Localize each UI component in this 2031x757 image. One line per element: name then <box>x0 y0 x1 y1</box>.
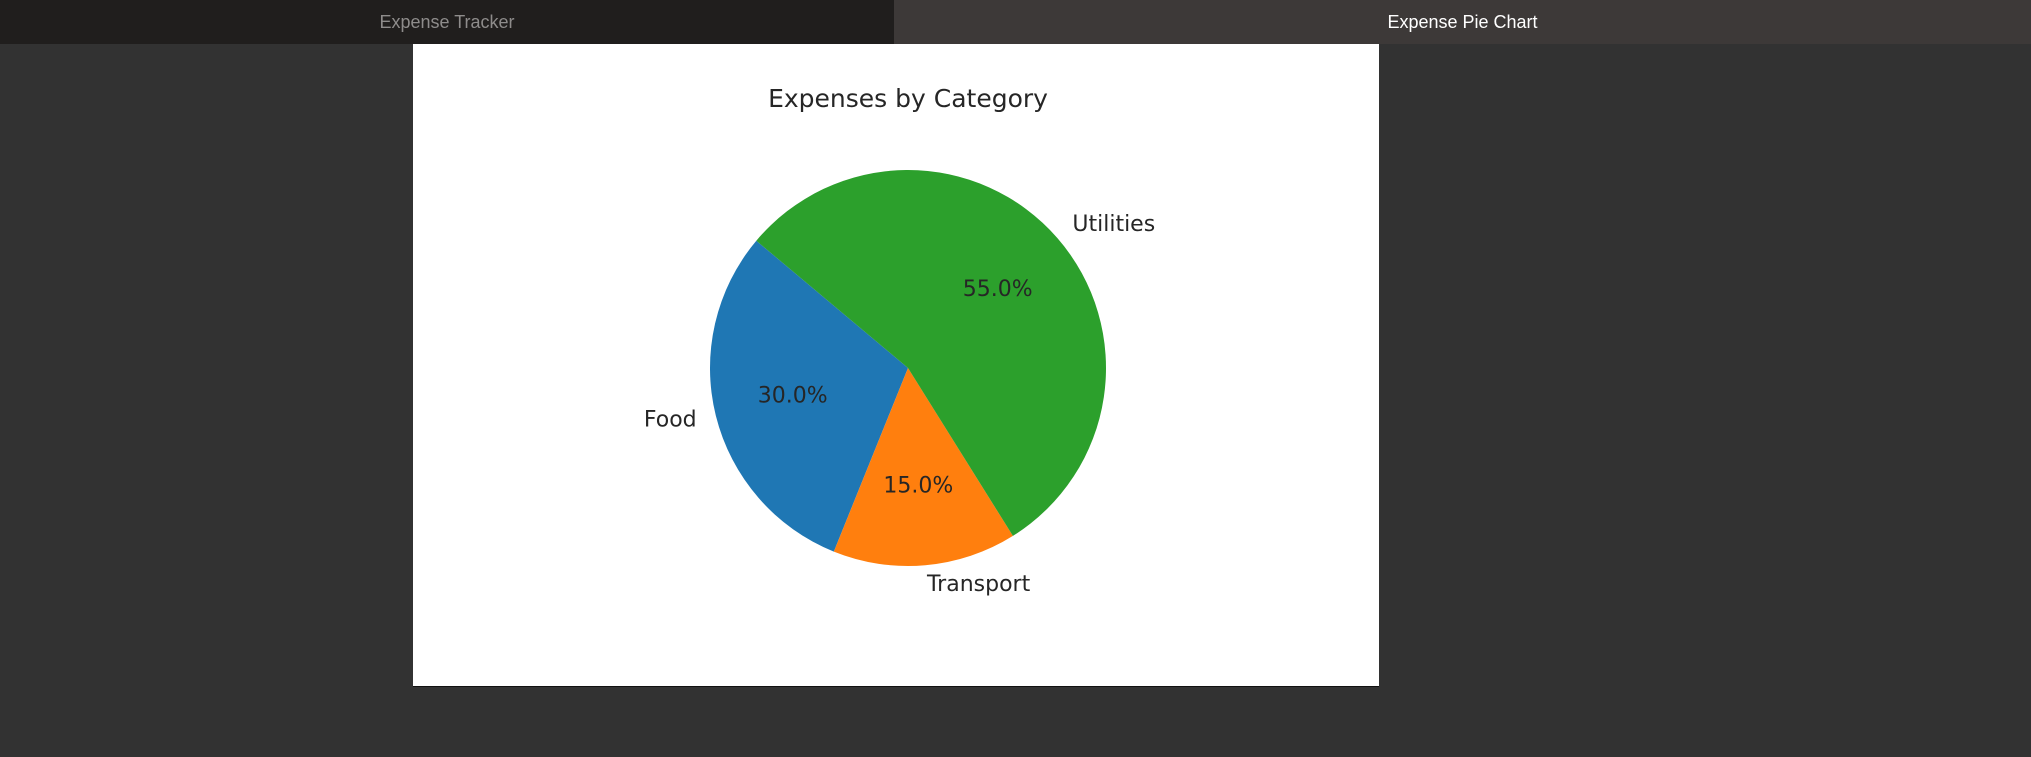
pie-slice-transport <box>833 368 1013 566</box>
pie-label-utilities: Utilities <box>1072 212 1155 237</box>
pie-label-transport: Transport <box>926 572 1031 597</box>
tab-expense-pie-chart-label: Expense Pie Chart <box>1387 11 1538 32</box>
tab-bar: Expense Tracker Expense Pie Chart <box>0 0 2031 44</box>
tab-expense-tracker-label: Expense Tracker <box>379 11 515 32</box>
tab-expense-pie-chart[interactable]: Expense Pie Chart <box>894 0 2031 44</box>
pie-chart: Expenses by Category Food 30.0% Transport 1… <box>644 84 1155 597</box>
chart-figure: Expenses by Category Food 30.0% Transport 1… <box>413 44 1379 687</box>
pie-slice-utilities <box>756 169 1106 536</box>
pie-percent-utilities: 55.0% <box>963 277 1033 302</box>
tab-expense-tracker[interactable]: Expense Tracker <box>0 0 894 44</box>
chart-title: Expenses by Category <box>768 84 1048 113</box>
pie-label-food: Food <box>644 408 697 433</box>
pie-slice-food <box>710 240 908 552</box>
pie-percent-transport: 15.0% <box>883 473 953 498</box>
pie-percent-food: 30.0% <box>758 384 828 409</box>
